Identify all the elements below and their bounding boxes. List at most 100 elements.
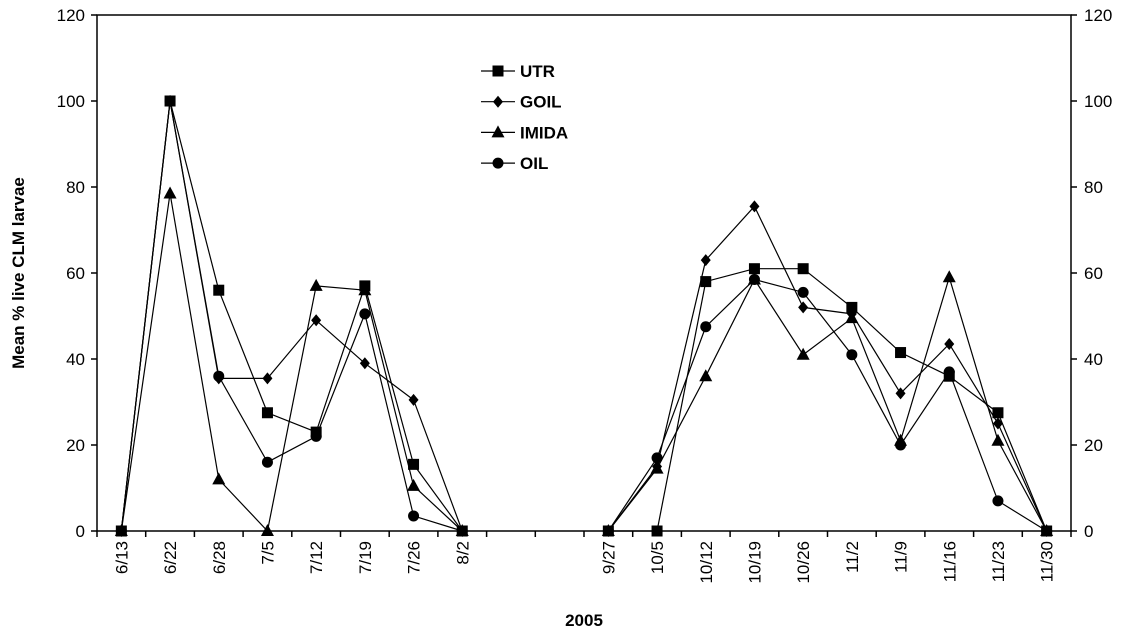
x-tick-label: 8/2 bbox=[453, 541, 472, 565]
legend-marker-goil bbox=[493, 95, 503, 108]
y-tick-label-right: 0 bbox=[1084, 522, 1093, 541]
legend-label-oil: OIL bbox=[520, 154, 548, 173]
point-oil bbox=[213, 370, 225, 382]
point-imida bbox=[358, 283, 372, 296]
point-oil bbox=[164, 95, 176, 107]
point-imida bbox=[650, 461, 664, 474]
point-utr bbox=[748, 263, 760, 275]
series-utr bbox=[115, 95, 1053, 537]
point-oil bbox=[310, 430, 322, 442]
point-oil bbox=[115, 525, 127, 537]
series-line-oil bbox=[120, 100, 463, 532]
y-axis-right: 0 20 40 60 80 100 120 bbox=[1071, 6, 1112, 541]
point-oil bbox=[261, 456, 273, 468]
y-axis-left: 0 20 40 60 80 100 120 bbox=[57, 6, 97, 541]
legend: UTR GOIL IMIDA OIL bbox=[481, 62, 568, 173]
point-oil bbox=[456, 525, 468, 537]
y-axis-title: Mean % live CLM larvae bbox=[9, 177, 28, 369]
point-utr bbox=[846, 301, 858, 313]
x-tick-label: 6/28 bbox=[210, 541, 229, 574]
x-axis-title: 2005 bbox=[565, 611, 603, 630]
y-tick-label-left: 20 bbox=[66, 436, 85, 455]
series-line-imida bbox=[120, 193, 463, 533]
point-goil bbox=[944, 337, 955, 350]
x-tick-label: 7/26 bbox=[405, 541, 424, 574]
series-line-imida bbox=[607, 275, 1048, 532]
point-oil bbox=[895, 439, 907, 451]
point-imida bbox=[309, 278, 323, 291]
point-utr bbox=[797, 263, 809, 275]
y-tick-label-left: 100 bbox=[57, 92, 85, 111]
point-oil bbox=[700, 321, 712, 333]
point-imida bbox=[991, 433, 1005, 446]
y-tick-label-left: 60 bbox=[66, 264, 85, 283]
y-tick-label-left: 120 bbox=[57, 6, 85, 25]
x-tick-label: 11/16 bbox=[940, 541, 959, 582]
point-oil bbox=[359, 308, 371, 320]
point-imida bbox=[260, 524, 274, 536]
point-oil bbox=[992, 495, 1004, 507]
series-oil bbox=[115, 95, 1053, 537]
x-tick-label: 11/23 bbox=[989, 541, 1008, 582]
point-goil bbox=[992, 417, 1003, 430]
point-goil bbox=[798, 301, 809, 314]
point-goil bbox=[895, 387, 906, 400]
x-tick-label: 10/5 bbox=[648, 541, 667, 574]
legend-label-utr: UTR bbox=[520, 62, 555, 81]
x-tick-label: 9/27 bbox=[599, 541, 618, 574]
x-tick-label: 6/13 bbox=[112, 541, 131, 574]
y-tick-label-right: 100 bbox=[1084, 92, 1112, 111]
legend-marker-utr bbox=[492, 65, 504, 77]
point-imida bbox=[942, 270, 956, 283]
point-oil bbox=[943, 366, 955, 378]
y-tick-label-right: 80 bbox=[1084, 178, 1103, 197]
series-line-utr bbox=[120, 100, 463, 532]
x-tick-label: 7/19 bbox=[356, 541, 375, 574]
x-tick-label: 11/9 bbox=[892, 541, 911, 573]
x-tick-label: 6/22 bbox=[161, 541, 180, 574]
legend-label-goil: GOIL bbox=[520, 93, 562, 112]
x-tick-label: 7/5 bbox=[258, 541, 277, 565]
point-imida bbox=[845, 311, 859, 324]
series-layer bbox=[114, 95, 1054, 537]
point-goil bbox=[700, 254, 711, 267]
x-tick-label: 10/19 bbox=[745, 541, 764, 584]
point-oil bbox=[651, 452, 663, 464]
point-utr bbox=[700, 276, 712, 288]
point-utr bbox=[213, 284, 225, 296]
x-tick-label: 11/2 bbox=[843, 541, 862, 573]
x-axis: 6/13 6/22 6/28 7/5 7/12 7/19 7/26 8/2 9/27 10/5 10… bbox=[96, 531, 1072, 584]
series-goil bbox=[116, 95, 1052, 537]
point-utr bbox=[408, 458, 420, 470]
point-goil bbox=[359, 357, 370, 370]
series-line-goil bbox=[607, 205, 1048, 532]
point-imida bbox=[212, 472, 226, 485]
series-imida bbox=[114, 186, 1054, 536]
x-tick-label: 10/12 bbox=[697, 541, 716, 584]
y-tick-label-right: 120 bbox=[1084, 6, 1112, 25]
point-imida bbox=[796, 347, 810, 360]
legend-marker-oil bbox=[492, 157, 504, 169]
point-imida bbox=[163, 186, 177, 199]
y-tick-label-right: 20 bbox=[1084, 436, 1103, 455]
series-line-utr bbox=[608, 268, 1048, 532]
point-oil bbox=[846, 349, 858, 361]
point-utr bbox=[895, 347, 907, 359]
x-tick-label: 11/30 bbox=[1038, 541, 1057, 582]
point-utr bbox=[992, 407, 1004, 419]
legend-marker-imida bbox=[491, 125, 505, 138]
legend-label-imida: IMIDA bbox=[520, 123, 568, 142]
point-oil bbox=[1041, 525, 1053, 537]
point-goil bbox=[311, 314, 322, 327]
x-tick-label: 7/12 bbox=[307, 541, 326, 574]
point-goil bbox=[408, 393, 419, 406]
y-tick-label-right: 60 bbox=[1084, 264, 1103, 283]
point-oil bbox=[748, 273, 760, 285]
point-goil bbox=[262, 372, 273, 385]
point-imida bbox=[407, 478, 421, 491]
point-goil bbox=[749, 200, 760, 213]
y-tick-label-left: 80 bbox=[66, 178, 85, 197]
point-oil bbox=[797, 286, 809, 298]
point-oil bbox=[408, 510, 420, 522]
